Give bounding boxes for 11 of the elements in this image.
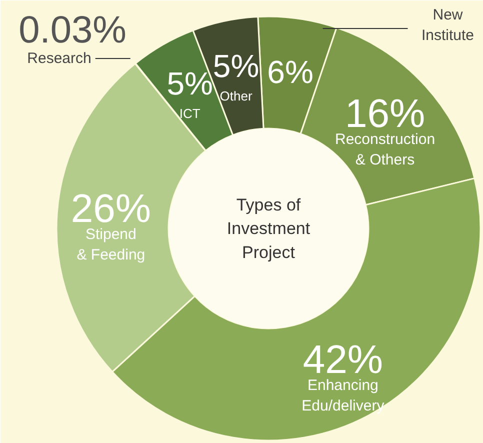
data-label: 5% xyxy=(166,65,213,102)
data-label: 0.03% xyxy=(18,10,126,52)
slice-label: New Institute xyxy=(421,6,474,44)
slice-label: Reconstruction & Others xyxy=(335,131,436,168)
slice-label: Other xyxy=(220,88,253,104)
data-label: 6% xyxy=(267,54,314,90)
slice-label: Research xyxy=(27,50,92,68)
data-label: 5% xyxy=(212,48,260,84)
text: Types of Investment Project xyxy=(226,195,310,262)
slice-label: Stipend & Feeding xyxy=(76,226,146,264)
slice-label: ICT xyxy=(179,106,200,121)
